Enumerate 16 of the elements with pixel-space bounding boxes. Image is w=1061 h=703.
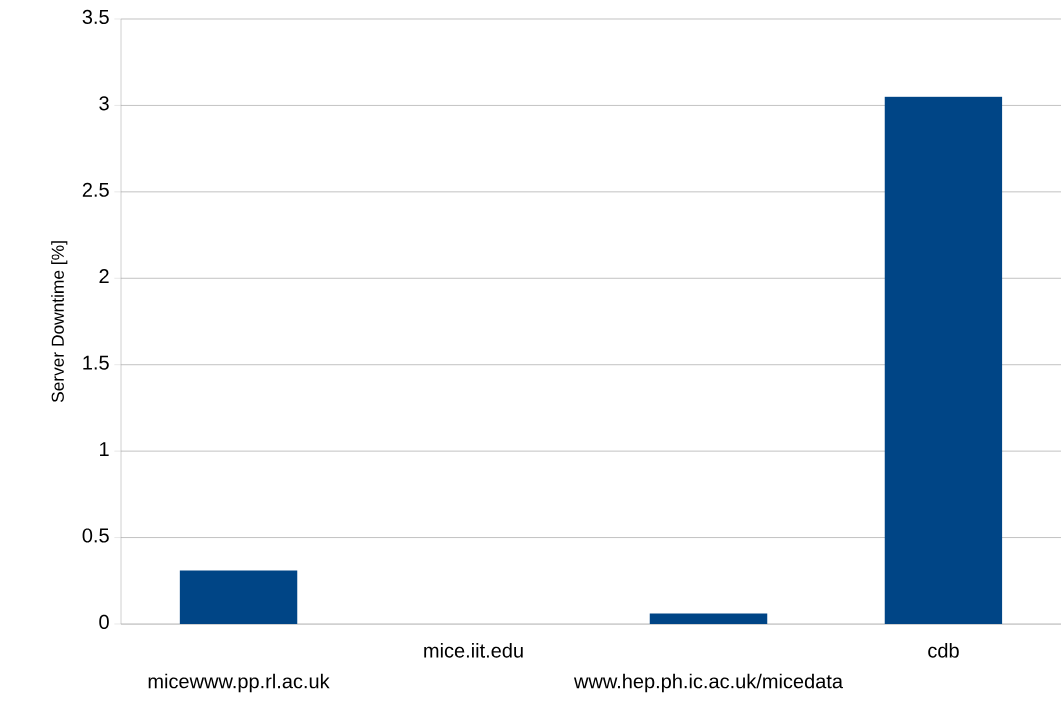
y-tick-label: 2.5 xyxy=(82,182,109,197)
y-tick-label: 0 xyxy=(99,614,109,629)
bar xyxy=(884,96,1003,624)
y-tick-label: 2 xyxy=(99,269,109,284)
y-tick-label: 0.5 xyxy=(82,528,109,543)
y-axis-title: Server Downtime [%] xyxy=(51,241,68,403)
x-tick-label: mice.iit.edu xyxy=(424,643,523,658)
x-tick-label: micewww.pp.rl.ac.uk xyxy=(148,673,330,693)
y-tick-label: 1.5 xyxy=(83,355,109,370)
x-tick-label: cdb xyxy=(928,643,959,658)
bar xyxy=(179,570,298,624)
x-tick-label: www.hep.ph.ic.ac.uk/micedata xyxy=(573,673,843,693)
bar xyxy=(649,613,768,624)
y-tick-label: 1 xyxy=(100,442,109,456)
y-tick-label: 3.5 xyxy=(82,9,109,24)
y-tick-label: 3 xyxy=(99,96,109,111)
